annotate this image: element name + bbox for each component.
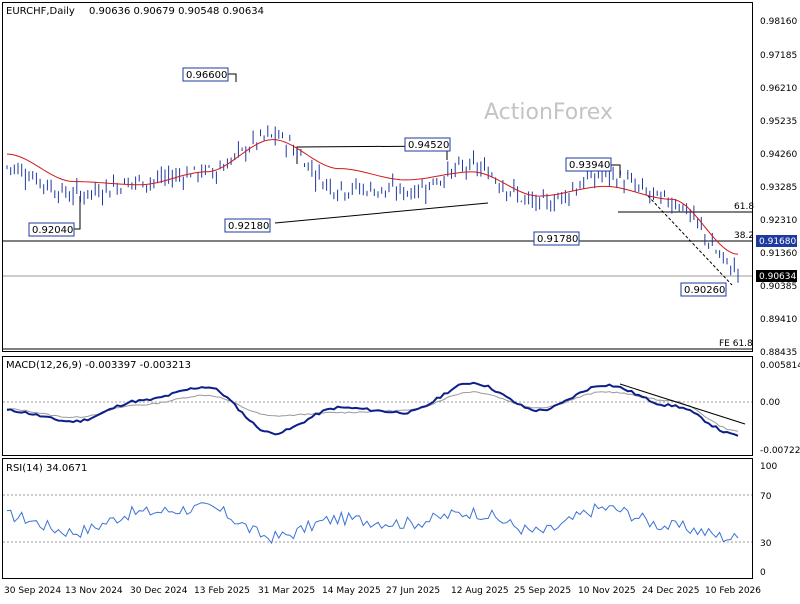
leader-96600 — [228, 73, 237, 82]
current-price-value: 0.90634 — [759, 272, 796, 282]
rsi-axis: 100 70 30 0 — [760, 462, 777, 578]
x-tick-label: 12 Aug 2025 — [451, 586, 509, 596]
rsi-panel-frame — [2, 458, 753, 579]
label-96600: 0.96600 — [186, 70, 227, 81]
price-tick: 0.88435 — [760, 348, 797, 358]
macd-tick: 0.00 — [760, 398, 780, 408]
price-tick: 0.95235 — [760, 117, 797, 127]
rising-trend-line — [274, 202, 489, 224]
label-93940: 0.93940 — [569, 160, 610, 171]
rsi-label: RSI(14) 34.0671 — [6, 463, 87, 474]
x-tick-label: 24 Dec 2025 — [642, 586, 700, 596]
price-tick: 0.92310 — [760, 216, 797, 226]
watermark: ActionForex — [484, 100, 613, 125]
price-tick: 0.89410 — [760, 315, 797, 325]
symbol-label: EURCHF,Daily — [6, 6, 75, 17]
x-tick-label: 10 Nov 2025 — [578, 586, 636, 596]
macd-panel-frame — [2, 356, 753, 456]
rsi-tick: 30 — [760, 539, 772, 549]
x-tick-label: 27 Jun 2025 — [386, 586, 440, 596]
macd-axis: 0.005814 0.00 -0.007222 — [760, 361, 800, 456]
leader-92040 — [74, 196, 81, 230]
level-price-box — [756, 235, 797, 247]
label-box-91780 — [533, 231, 580, 246]
fe-618-label: FE 61.8 — [719, 339, 753, 349]
label-box-94520 — [404, 137, 451, 152]
price-tick: 0.91360 — [760, 249, 797, 259]
label-90260: 0.90260 — [684, 285, 725, 296]
price-tick: 0.96210 — [760, 84, 797, 94]
level-price-value: 0.91680 — [759, 237, 796, 247]
x-tick-label: 13 Feb 2025 — [194, 586, 250, 596]
x-tick-label: 25 Sep 2025 — [514, 586, 571, 596]
label-94520: 0.94520 — [408, 140, 449, 151]
price-series — [6, 125, 739, 283]
label-box-92180 — [224, 218, 271, 233]
label-box-93940 — [565, 157, 612, 172]
price-labels: 0.96600 0.92040 0.92180 0.94520 0.91780 … — [28, 67, 727, 297]
falling-dash-line — [647, 195, 733, 286]
x-tick-label: 10 Feb 2026 — [705, 586, 761, 596]
label-92180: 0.92180 — [228, 221, 269, 232]
label-92040: 0.92040 — [32, 225, 73, 236]
current-price-box — [756, 270, 797, 282]
ohlc-label: 0.90636 0.90679 0.90548 0.90634 — [89, 6, 264, 17]
fib-618-label: 61.8 — [734, 202, 754, 212]
rsi-tick: 100 — [760, 462, 777, 472]
rsi-tick: 0 — [760, 568, 766, 578]
price-tick: 0.93285 — [760, 183, 797, 193]
label-box-96600 — [182, 67, 229, 82]
x-tick-label: 13 Nov 2024 — [65, 586, 123, 596]
macd-label: MACD(12,26,9) -0.003397 -0.003213 — [6, 360, 191, 371]
price-tick: 0.90385 — [760, 282, 797, 292]
macd-tick: -0.007222 — [760, 446, 800, 456]
macd-line — [6, 381, 739, 437]
ma-line — [6, 139, 739, 255]
price-tick: 0.94260 — [760, 150, 797, 160]
price-tick: 0.97185 — [760, 51, 797, 61]
x-tick-label: 30 Dec 2024 — [130, 586, 188, 596]
fib-382-label: 38.2 — [734, 231, 754, 241]
rsi-tick: 70 — [760, 492, 772, 502]
price-panel-frame — [2, 2, 753, 352]
macd-trend-line — [619, 383, 746, 425]
price-axis: 0.98160 0.97185 0.96210 0.95235 0.94260 … — [760, 17, 797, 358]
x-tick-label: 30 Sep 2024 — [4, 586, 61, 596]
label-box-92040 — [28, 222, 75, 237]
x-tick-label: 14 May 2025 — [322, 586, 381, 596]
macd-tick: 0.005814 — [760, 361, 800, 371]
rsi-line — [6, 502, 739, 545]
price-tick: 0.98160 — [760, 17, 797, 27]
label-91780: 0.91780 — [537, 234, 578, 245]
x-tick-label: 31 Mar 2025 — [258, 586, 315, 596]
label-box-90260 — [680, 282, 727, 297]
x-axis: 30 Sep 2024 13 Nov 2024 30 Dec 2024 13 Feb … — [4, 586, 761, 596]
